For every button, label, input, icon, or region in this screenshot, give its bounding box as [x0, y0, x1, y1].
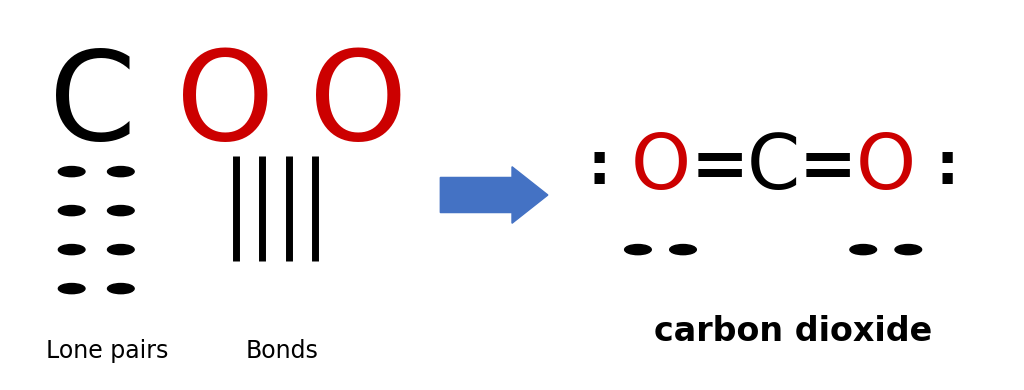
Text: C: C	[48, 45, 136, 166]
Text: Bonds: Bonds	[245, 339, 318, 363]
Circle shape	[108, 245, 134, 255]
Circle shape	[108, 284, 134, 294]
Text: O: O	[856, 131, 915, 205]
Text: O: O	[631, 131, 690, 205]
Circle shape	[58, 206, 85, 216]
Circle shape	[58, 245, 85, 255]
Circle shape	[895, 245, 922, 255]
Text: carbon dioxide: carbon dioxide	[654, 315, 933, 348]
Circle shape	[108, 167, 134, 177]
Text: :: :	[588, 139, 610, 196]
Circle shape	[58, 167, 85, 177]
Text: =: =	[799, 134, 856, 201]
Circle shape	[108, 206, 134, 216]
Text: O: O	[176, 45, 274, 166]
Circle shape	[625, 245, 651, 255]
Text: C: C	[746, 131, 800, 205]
Text: Lone pairs: Lone pairs	[46, 339, 169, 363]
Circle shape	[58, 284, 85, 294]
Text: =: =	[691, 134, 749, 201]
FancyArrow shape	[440, 167, 548, 223]
Text: O: O	[309, 45, 408, 166]
Circle shape	[850, 245, 877, 255]
Circle shape	[670, 245, 696, 255]
Text: :: :	[936, 139, 958, 196]
